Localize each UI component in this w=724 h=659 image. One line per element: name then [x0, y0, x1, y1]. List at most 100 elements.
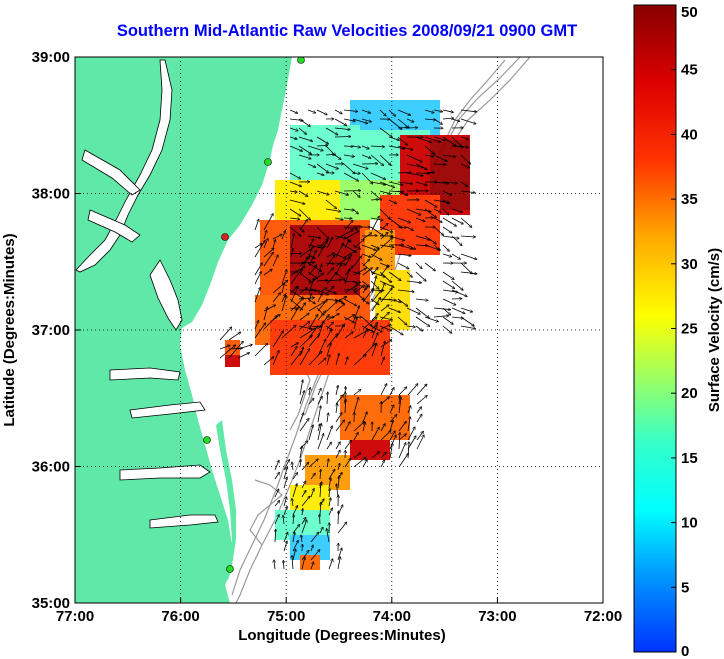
velocity-vector [307, 253, 315, 259]
velocity-vector [301, 481, 306, 489]
velocity-vector [460, 181, 468, 186]
velocity-vector [424, 199, 437, 207]
velocity-vector [415, 299, 428, 300]
velocity-vector [335, 386, 338, 396]
velocity-vector [406, 271, 412, 277]
velocity-vector [254, 243, 262, 249]
y-tick-label: 38:00 [32, 186, 70, 203]
velocity-vector [317, 406, 321, 423]
velocity-vector [338, 511, 339, 525]
velocity-vector [433, 109, 443, 112]
y-tick-label: 35:00 [32, 595, 70, 612]
velocity-vector [308, 425, 313, 441]
velocity-vector [298, 127, 306, 134]
velocity-vector [406, 280, 421, 283]
velocity-vector [442, 280, 455, 289]
velocity-vector [263, 252, 273, 267]
velocity-vector [299, 288, 307, 294]
velocity-vector [316, 145, 328, 146]
velocity-vector [398, 453, 408, 468]
velocity-vector [219, 327, 232, 341]
velocity-vector [353, 422, 365, 432]
velocity-vector [407, 384, 418, 396]
y-axis: 39:00 38:00 37:00 36:00 35:00 Latitude (… [1, 49, 81, 612]
velocity-vector [283, 507, 287, 516]
velocity-vector [334, 235, 346, 238]
velocity-vector [343, 226, 357, 229]
velocity-vector [329, 498, 331, 507]
velocity-vector [380, 238, 393, 249]
velocity-vector [317, 396, 322, 405]
velocity-vector [380, 340, 392, 348]
velocity-vector [289, 181, 301, 187]
velocity-vector [316, 190, 329, 195]
velocity-vector [299, 220, 307, 231]
velocity-vector [299, 257, 308, 276]
velocity-vector [308, 265, 317, 276]
velocity-vector [371, 216, 379, 231]
velocity-vector [380, 341, 385, 357]
velocity-vector [337, 522, 347, 534]
velocity-vector [344, 240, 349, 249]
velocity-vector [353, 285, 365, 294]
velocity-vector [290, 346, 297, 357]
velocity-vector [460, 118, 476, 124]
velocity-vector [460, 163, 470, 168]
velocity-vector [298, 325, 312, 329]
velocity-vector [329, 488, 330, 498]
velocity-vector [460, 146, 468, 148]
velocity-vector [343, 172, 358, 181]
velocity-vector [316, 289, 329, 295]
velocity-vector [424, 208, 436, 218]
velocity-vector [317, 358, 326, 366]
velocity-vector [352, 244, 360, 249]
grid-lines [75, 57, 603, 603]
velocity-vector [237, 345, 252, 350]
velocity-vector [380, 232, 388, 240]
velocity-vector [352, 272, 360, 274]
velocity-vector [398, 387, 407, 396]
velocity-vector [424, 172, 435, 173]
velocity-vector [370, 190, 381, 200]
velocity-vector [442, 253, 452, 257]
velocity-vector [388, 199, 397, 204]
velocity-vector [398, 422, 406, 432]
velocity-vector [272, 234, 282, 240]
velocity-vector [344, 315, 355, 321]
velocity-vector [263, 316, 277, 330]
velocity-vector [274, 460, 279, 471]
velocity-vector [424, 235, 436, 244]
velocity-vector [353, 390, 361, 396]
velocity-vector [460, 253, 477, 259]
velocity-vector [343, 281, 361, 282]
velocity-vector [298, 136, 313, 141]
velocity-vector [327, 529, 330, 543]
velocity-vector [442, 199, 449, 204]
velocity-vector [317, 388, 321, 396]
velocity-vector [316, 280, 327, 281]
velocity-vector [292, 473, 298, 480]
velocity-vector [272, 351, 279, 366]
velocity-vector [254, 323, 266, 339]
velocity-vector [433, 164, 446, 165]
velocity-vector [308, 250, 316, 267]
velocity-vector [352, 163, 368, 169]
velocity-vector [290, 343, 298, 348]
velocity-vector [310, 532, 319, 543]
velocity-vector [362, 330, 367, 339]
velocity-vector [336, 404, 337, 414]
velocity-vector [415, 325, 423, 331]
velocity-vector [343, 209, 354, 210]
velocity-vector [424, 109, 434, 113]
velocity-vector [299, 349, 310, 366]
velocity-vector [308, 278, 314, 294]
velocity-vector [415, 136, 431, 142]
velocity-vector [299, 335, 312, 348]
velocity-vector [406, 172, 423, 176]
velocity-vector [451, 118, 460, 121]
velocity-vector [397, 181, 413, 184]
velocity-vector [254, 241, 265, 258]
velocity-vector [388, 136, 399, 140]
velocity-vector [338, 463, 340, 471]
velocity-vector [371, 326, 377, 339]
